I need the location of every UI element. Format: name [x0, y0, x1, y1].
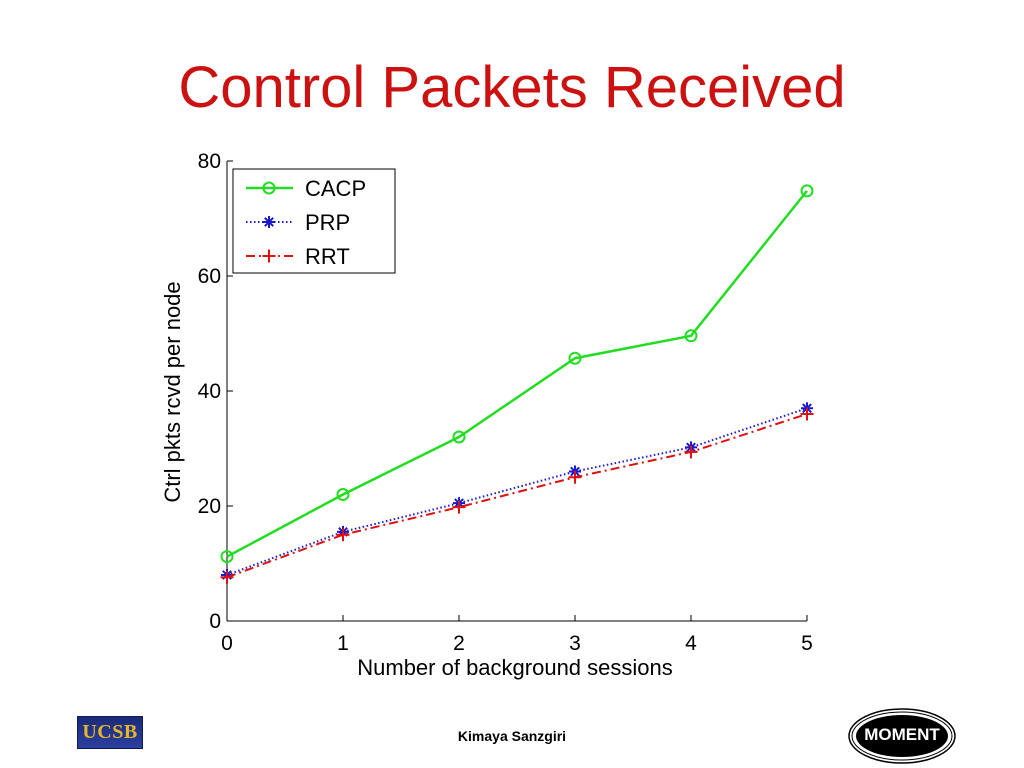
legend-label-rrt: RRT: [305, 244, 350, 269]
ucsb-logo: UCSB: [77, 716, 143, 749]
point-rrt-0: [220, 570, 234, 584]
legend-marker-cacp: [262, 181, 276, 195]
slide-title: Control Packets Received: [178, 55, 846, 120]
y-tick-label-0: 0: [209, 610, 221, 633]
x-tick-label-2: 2: [453, 632, 465, 655]
legend-label-prp: PRP: [305, 210, 350, 235]
point-cacp-0: [220, 550, 234, 564]
point-rrt-1: [336, 528, 350, 542]
point-rrt-5: [800, 407, 814, 421]
x-axis-label: Number of background sessions: [357, 655, 673, 680]
point-cacp-1: [336, 488, 350, 501]
ucsb-logo-text: UCSB: [82, 721, 138, 743]
x-tick-label-1: 1: [337, 632, 349, 655]
x-tick-label-4: 4: [685, 632, 697, 655]
moment-logo: [848, 708, 956, 764]
point-cacp-4: [684, 329, 698, 343]
point-rrt-2: [452, 500, 466, 514]
x-tick-label-0: 0: [221, 632, 233, 655]
y-tick-label-4: 80: [198, 150, 221, 173]
y-tick-label-2: 40: [198, 380, 221, 403]
legend-label-cacp: CACP: [305, 176, 366, 201]
point-cacp-5: [800, 184, 814, 198]
y-tick-label-1: 20: [198, 495, 221, 518]
point-rrt-4: [684, 445, 698, 459]
x-tick-label-5: 5: [801, 632, 813, 655]
series-line-cacp: [226, 190, 808, 558]
series-line-rrt: [226, 413, 808, 579]
point-cacp-3: [568, 351, 582, 365]
legend-marker-prp: [263, 216, 275, 228]
legend-marker-rrt: [262, 249, 276, 263]
series-line-prp: [226, 407, 808, 576]
moment-logo-text: MOMENT: [864, 725, 940, 744]
x-tick-label-3: 3: [569, 632, 581, 655]
footer-author: Kimaya Sanzgiri: [457, 728, 567, 744]
point-cacp-2: [452, 430, 466, 444]
y-tick-label-3: 60: [198, 265, 221, 288]
point-rrt-3: [568, 470, 582, 484]
y-axis-label: Ctrl pkts rcvd per node: [160, 281, 185, 502]
